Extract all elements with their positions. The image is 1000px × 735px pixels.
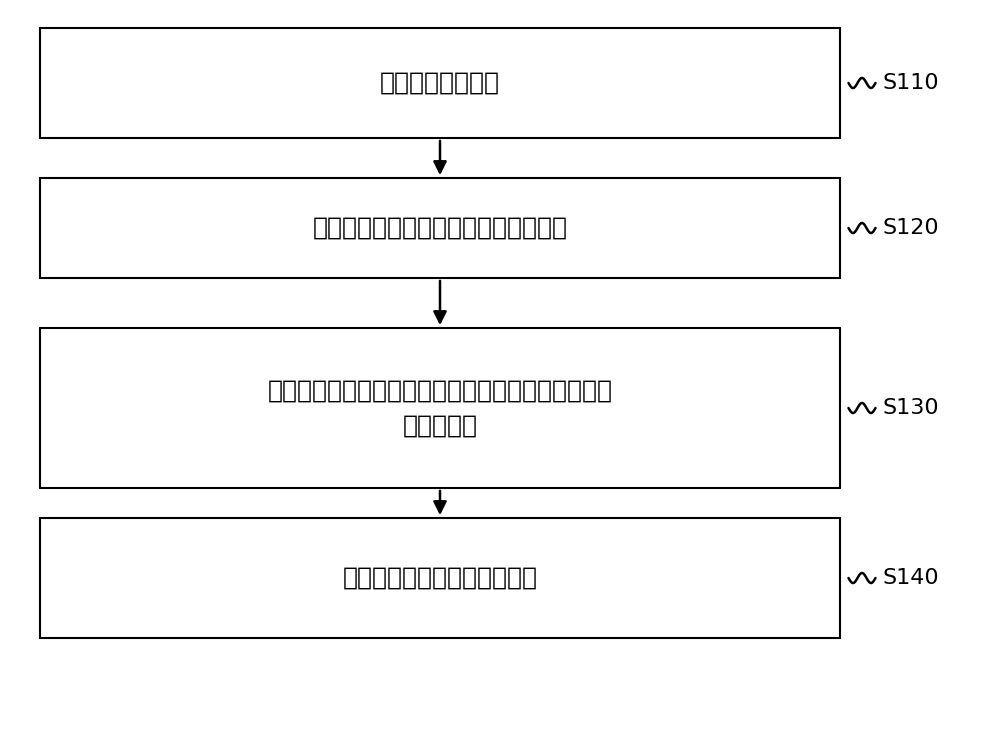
- Text: 识别群组聊天信息中是否存在活动通知: 识别群组聊天信息中是否存在活动通知: [312, 216, 568, 240]
- Bar: [40, 518, 840, 638]
- Text: S130: S130: [882, 398, 939, 418]
- Bar: [40, 28, 840, 138]
- Text: 根据关键信息，生成活动提醒: 根据关键信息，生成活动提醒: [342, 566, 538, 590]
- Text: 在有活动通知的情况下，从群组聊天信息中提取活动
的关键信息: 在有活动通知的情况下，从群组聊天信息中提取活动 的关键信息: [268, 379, 612, 438]
- Bar: [40, 328, 840, 488]
- Text: 获取群组聊天信息: 获取群组聊天信息: [380, 71, 500, 95]
- Text: S110: S110: [882, 73, 939, 93]
- Text: S120: S120: [882, 218, 939, 238]
- Text: S140: S140: [882, 568, 939, 588]
- Bar: [40, 178, 840, 278]
